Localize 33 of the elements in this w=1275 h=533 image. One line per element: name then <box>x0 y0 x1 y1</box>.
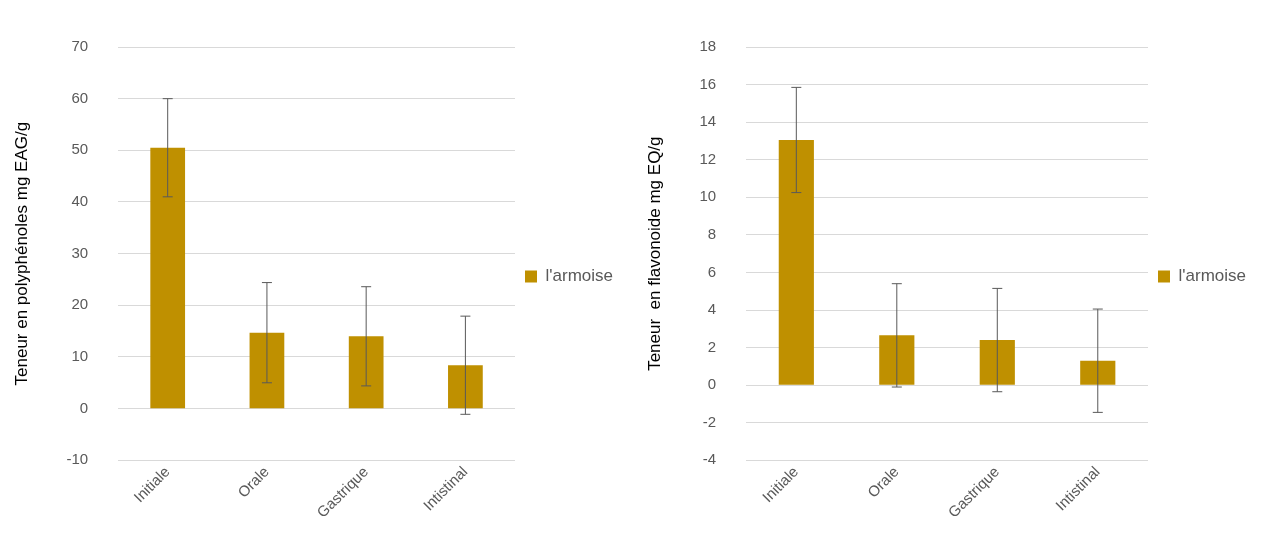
y-tick-label: 0 <box>79 398 89 416</box>
y-tick-label: -2 <box>702 412 717 430</box>
legend-label: l'armoise <box>1178 266 1247 286</box>
y-tick-label: 6 <box>707 262 717 280</box>
y-tick-label: 4 <box>707 300 717 318</box>
y-tick-label: 0 <box>707 375 717 393</box>
y-tick-label: 16 <box>699 74 717 92</box>
bar <box>348 336 384 409</box>
y-tick-label: 70 <box>71 37 89 55</box>
y-tick-label: 18 <box>699 37 717 55</box>
y-tick-label: 2 <box>707 337 717 355</box>
y-tick-label: 30 <box>71 243 89 261</box>
y-tick-label: 60 <box>71 88 89 106</box>
y-axis-title: Teneur en flavonoide mg EQ/g <box>644 136 664 371</box>
bar <box>1080 360 1116 385</box>
bar <box>879 335 915 385</box>
y-axis-title: Teneur en polyphénoles mg EAG/g <box>11 121 31 386</box>
y-tick-label: 12 <box>699 149 717 167</box>
bar <box>249 332 285 409</box>
y-tick-label: 8 <box>707 225 717 242</box>
y-tick-label: 10 <box>699 187 717 205</box>
y-tick-label: 14 <box>699 112 717 130</box>
legend-label: l'armoise <box>545 266 614 286</box>
y-tick-label: 50 <box>71 140 89 158</box>
y-tick-label: 10 <box>71 347 89 365</box>
y-tick-label: 40 <box>71 192 89 210</box>
bar <box>778 139 814 385</box>
y-tick-label: -10 <box>66 450 89 468</box>
y-tick-label: -4 <box>702 450 717 468</box>
y-tick-label: 20 <box>71 295 89 313</box>
bar <box>979 340 1015 385</box>
bar <box>448 365 483 409</box>
bar <box>150 147 186 409</box>
